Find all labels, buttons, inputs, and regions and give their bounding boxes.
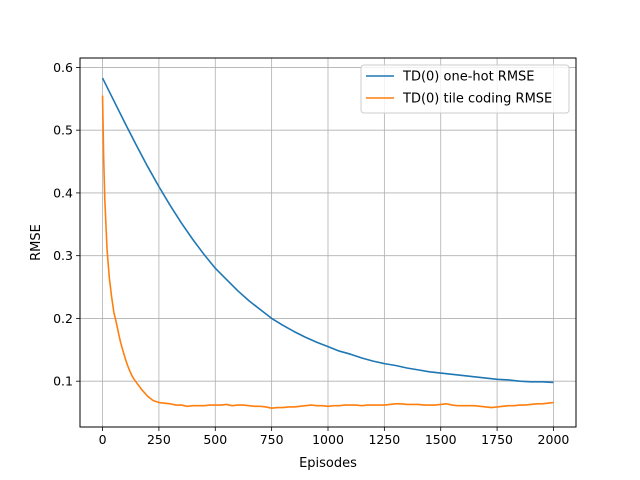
y-axis-label: RMSE (29, 224, 44, 261)
y-tick-label: 0.5 (53, 123, 73, 138)
y-tick-label: 0.4 (53, 185, 73, 200)
y-axis-ticks: 0.1 0.2 0.3 0.4 0.5 0.6 (53, 60, 80, 389)
x-tick-label: 1250 (368, 432, 400, 447)
legend-label-tile-coding: TD(0) tile coding RMSE (402, 92, 552, 107)
x-tick-label: 1500 (425, 432, 457, 447)
y-tick-label: 0.6 (53, 60, 73, 75)
series-lines (101, 77, 554, 409)
y-tick-label: 0.2 (53, 311, 73, 326)
legend: TD(0) one-hot RMSE TD(0) tile coding RMS… (360, 64, 570, 114)
series-line-tile-coding (101, 95, 554, 409)
grid (80, 58, 576, 427)
x-tick-label: 500 (203, 432, 227, 447)
legend-label-one-hot: TD(0) one-hot RMSE (402, 70, 535, 85)
x-axis-ticks: 0 250 500 750 1000 1250 1500 1750 2000 (99, 427, 570, 447)
x-axis-label: Episodes (299, 456, 357, 471)
x-tick-label: 2000 (538, 432, 570, 447)
x-tick-label: 1000 (312, 432, 344, 447)
y-tick-label: 0.1 (53, 374, 73, 389)
x-tick-label: 750 (260, 432, 284, 447)
legend-box (360, 64, 570, 114)
x-tick-label: 1750 (481, 432, 513, 447)
x-tick-label: 250 (147, 432, 171, 447)
series-line-one-hot (101, 77, 554, 384)
y-tick-label: 0.3 (53, 248, 73, 263)
x-tick-label: 0 (99, 432, 107, 447)
